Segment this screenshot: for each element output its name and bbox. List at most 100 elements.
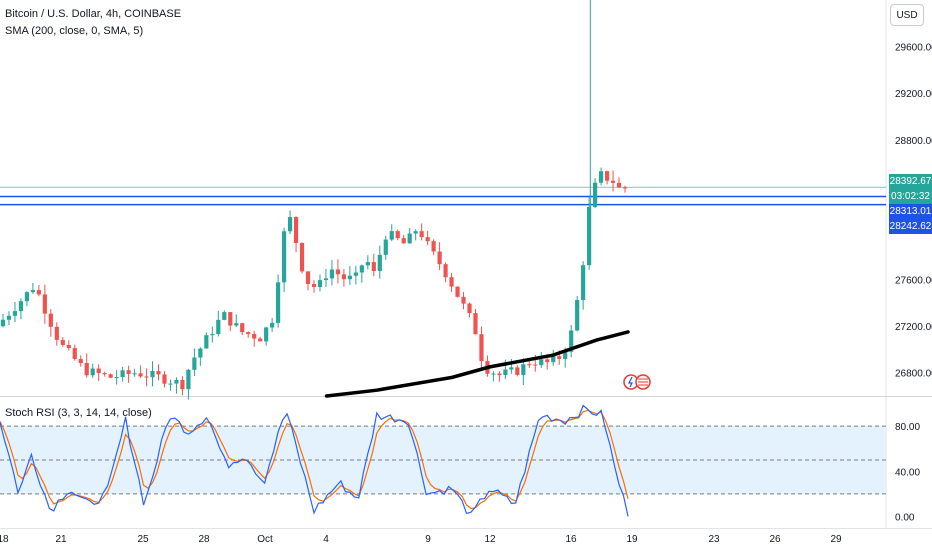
candle-body [293,217,299,244]
candle-body [192,357,197,370]
candle-body [198,348,203,358]
candle-body [473,313,478,335]
stoch-k-line [0,404,629,517]
candle-body [383,239,388,255]
rsi-tick-label: 0.00 [895,512,915,523]
candle-body [335,269,341,275]
candle-body [443,264,448,278]
candle-body [204,335,209,349]
candle-body [389,231,394,240]
candle-body [36,290,41,295]
candle-body [305,271,311,285]
rsi-tick-label: 40.00 [895,467,920,478]
time-tick-label: 18 [0,534,9,545]
candle-body [54,326,59,340]
time-tick-label: 9 [425,534,431,545]
candle-body [431,241,436,252]
stoch-rsi-legend[interactable]: Stoch RSI (3, 3, 14, 14, close) [5,407,152,419]
candle-body [449,277,454,287]
candle-body [282,231,287,283]
candle-body [96,368,101,374]
sma-legend[interactable]: SMA (200, close, 0, SMA, 5) [5,25,144,37]
candle-body [503,369,508,376]
sma-line [324,330,630,398]
candle-body [264,327,269,342]
candle-body [90,368,95,376]
candle-body [407,233,412,244]
currency-button[interactable]: USD [890,4,924,26]
price-tick-label: 29200.00 [895,89,932,100]
level-upper-tag: 28313.01 [889,204,932,219]
candle-body [593,182,598,207]
time-tick-label: 28 [198,534,210,545]
candle-body [216,319,221,335]
price-tick-label: 28800.00 [895,136,932,147]
candle-body [515,367,520,375]
candle-body [186,369,191,390]
candle-body [533,364,538,366]
candle-body [557,356,562,359]
candle-body [317,280,323,288]
time-tick-label: 23 [708,534,720,545]
candle-body [120,370,125,378]
time-tick-label: 19 [626,534,638,545]
candle-body [12,311,18,316]
lightning-icon [628,376,633,388]
candle-body [252,334,257,339]
candle-body [353,272,358,276]
candle-body [377,254,382,272]
price-tick-label: 29600.00 [895,43,932,54]
candle-body [246,332,251,335]
candle-body [419,231,424,238]
candle-body [126,370,131,374]
candle-body [6,315,12,320]
candle-body [509,367,514,370]
time-tick-label: 12 [484,534,496,545]
candle-body [48,313,53,327]
candle-body [24,292,30,302]
candle-body [604,171,610,181]
time-tick-label: Oct [257,534,273,545]
candle-body [0,319,6,327]
candle-body [174,380,179,384]
candle-body [258,338,263,342]
symbol-legend[interactable]: Bitcoin / U.S. Dollar, 4h, COINBASE [5,8,182,20]
candle-body [467,303,472,314]
candle-body [569,330,574,352]
price-tick-label: 26800.00 [895,369,932,380]
price-tick-label: 27200.00 [895,322,932,333]
candle-body [60,339,65,345]
countdown-tag: 03:02:32 [889,189,932,204]
candle-body [497,373,502,376]
candle-body [66,344,71,349]
time-tick-label: 25 [137,534,149,545]
candle-body [228,312,233,326]
last-price-tag: 28392.67 [889,174,932,189]
stoch-d-line [0,409,629,510]
candle-body [521,364,526,375]
candle-body [371,262,376,272]
candle-body [102,373,107,375]
candle-body [347,275,352,280]
candle-body [18,301,24,312]
level-lower-tag: 28242.62 [889,219,932,234]
rsi-tick-label: 80.00 [895,422,920,433]
candle-body [551,356,556,363]
candle-body [425,237,430,242]
candle-body [42,294,47,314]
candle-body [299,243,305,272]
candle-body [539,359,544,366]
candle-body [78,359,83,364]
candle-body [341,274,346,280]
candle-body [587,206,592,266]
candle-body [491,373,496,375]
candle-body [138,373,143,377]
time-tick-label: 26 [769,534,781,545]
candle-body [84,363,89,376]
candle-body [455,286,460,297]
time-tick-label: 29 [830,534,842,545]
candle-body [401,238,406,244]
time-tick-label: 4 [323,534,329,545]
